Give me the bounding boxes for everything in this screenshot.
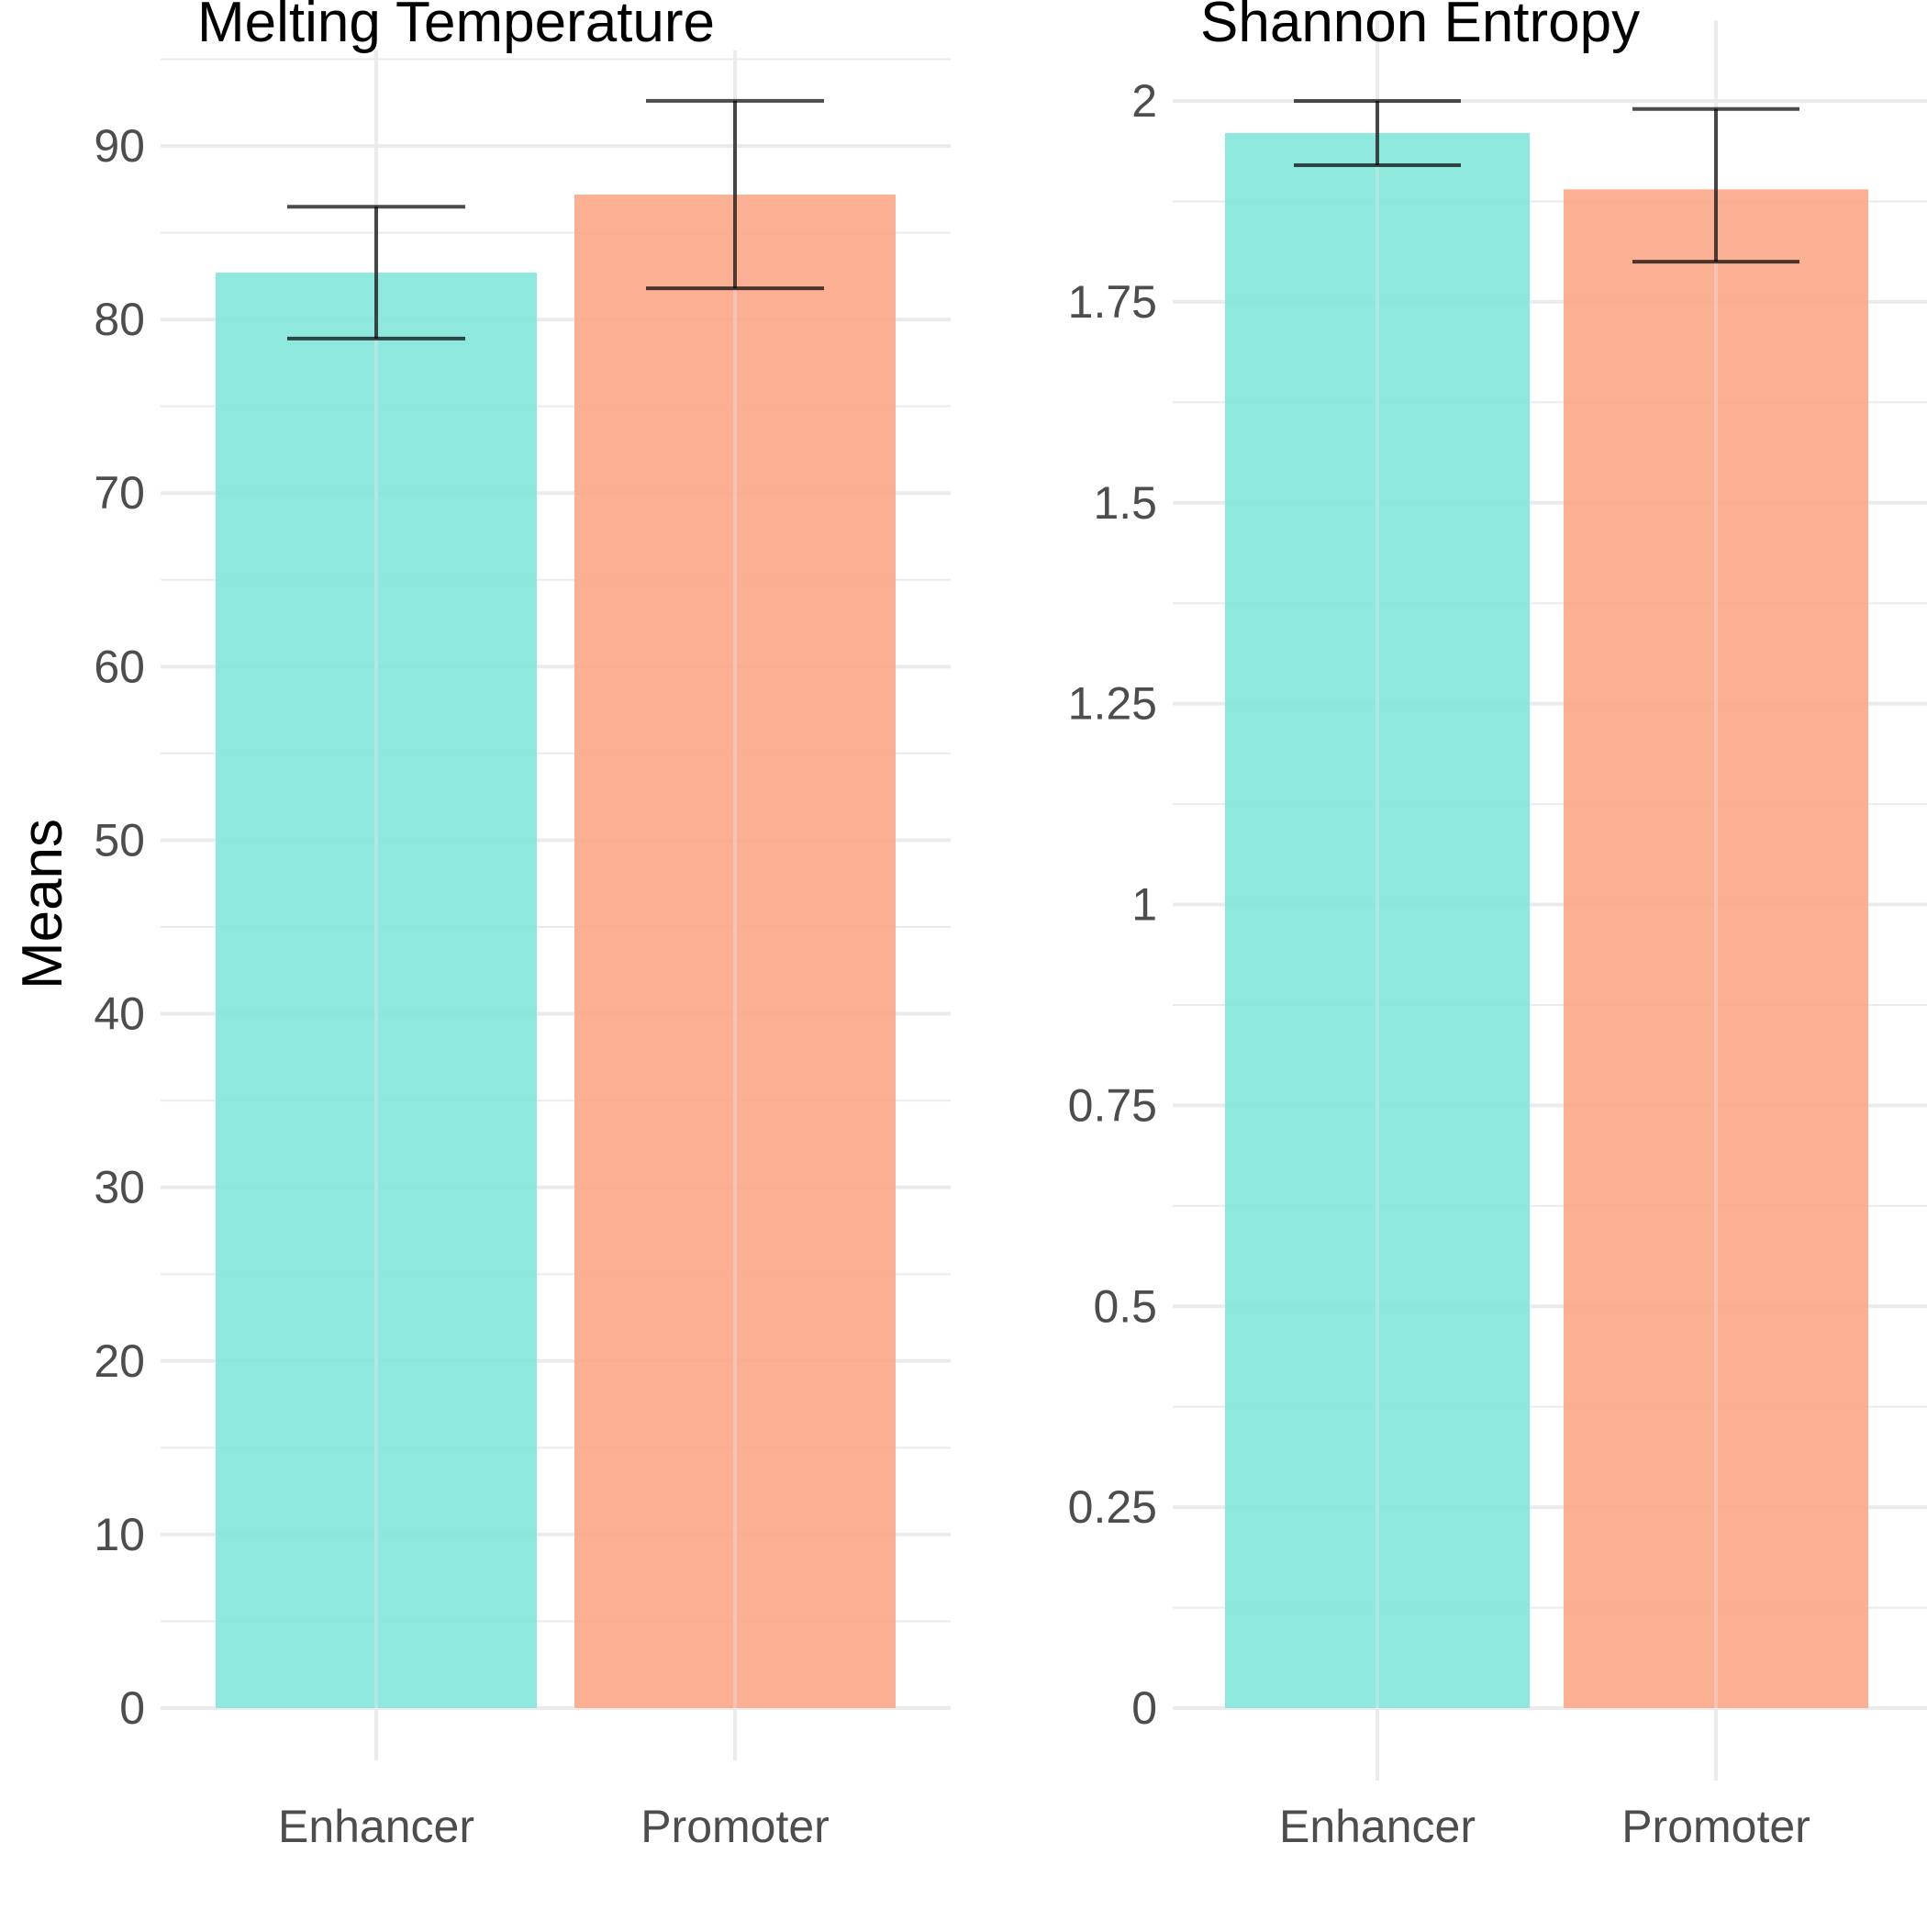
y-tick-label: 1 bbox=[1131, 879, 1157, 931]
y-tick-label: 0.75 bbox=[1068, 1079, 1157, 1131]
y-tick-label: 1.5 bbox=[1093, 477, 1157, 529]
y-tick-label: 10 bbox=[94, 1509, 145, 1560]
panel-title: Melting Temperature bbox=[197, 0, 715, 54]
error-bar-enhancer bbox=[1294, 99, 1461, 168]
y-tick-label: 80 bbox=[94, 294, 145, 345]
y-tick-label: 0 bbox=[119, 1682, 145, 1734]
y-tick-label: 1.25 bbox=[1068, 678, 1157, 730]
bar-enhancer bbox=[216, 273, 537, 1708]
y-tick-label: 0.5 bbox=[1093, 1280, 1157, 1332]
y-tick-label: 0.25 bbox=[1068, 1481, 1157, 1533]
y-tick-label: 60 bbox=[94, 641, 145, 692]
y-tick-label: 90 bbox=[94, 120, 145, 172]
y-tick-label: 50 bbox=[94, 814, 145, 865]
panel-title: Shannon Entropy bbox=[1200, 0, 1640, 54]
bar-promoter bbox=[574, 194, 896, 1708]
bar-promoter bbox=[1564, 189, 1868, 1709]
y-tick-label: 30 bbox=[94, 1162, 145, 1213]
y-axis-title: Means bbox=[11, 819, 74, 989]
error-bar-enhancer bbox=[287, 205, 465, 341]
panel-melting-temperature: 0 10 20 30 40 50 60 70 80 90 Enhancer Promoter Melti… bbox=[94, 0, 951, 1852]
error-bar-promoter bbox=[1632, 106, 1799, 264]
y-tick-label: 70 bbox=[94, 467, 145, 519]
y-tick-label: 20 bbox=[94, 1335, 145, 1387]
panel-shannon-entropy: 0 0.25 0.5 0.75 1 1.25 1.5 1.75 2 Enhancer Promote… bbox=[1068, 0, 1927, 1852]
y-tick-label: 40 bbox=[94, 988, 145, 1040]
x-tick-label-enhancer: Enhancer bbox=[1279, 1801, 1476, 1852]
y-tick-label: 2 bbox=[1131, 75, 1157, 127]
error-bar-promoter bbox=[646, 98, 824, 291]
bar-enhancer bbox=[1225, 133, 1530, 1708]
y-tick-label: 1.75 bbox=[1068, 276, 1157, 328]
x-tick-label-promoter: Promoter bbox=[1621, 1801, 1810, 1852]
x-tick-label-enhancer: Enhancer bbox=[278, 1801, 474, 1852]
x-tick-label-promoter: Promoter bbox=[640, 1801, 830, 1852]
y-tick-label: 0 bbox=[1131, 1682, 1157, 1734]
